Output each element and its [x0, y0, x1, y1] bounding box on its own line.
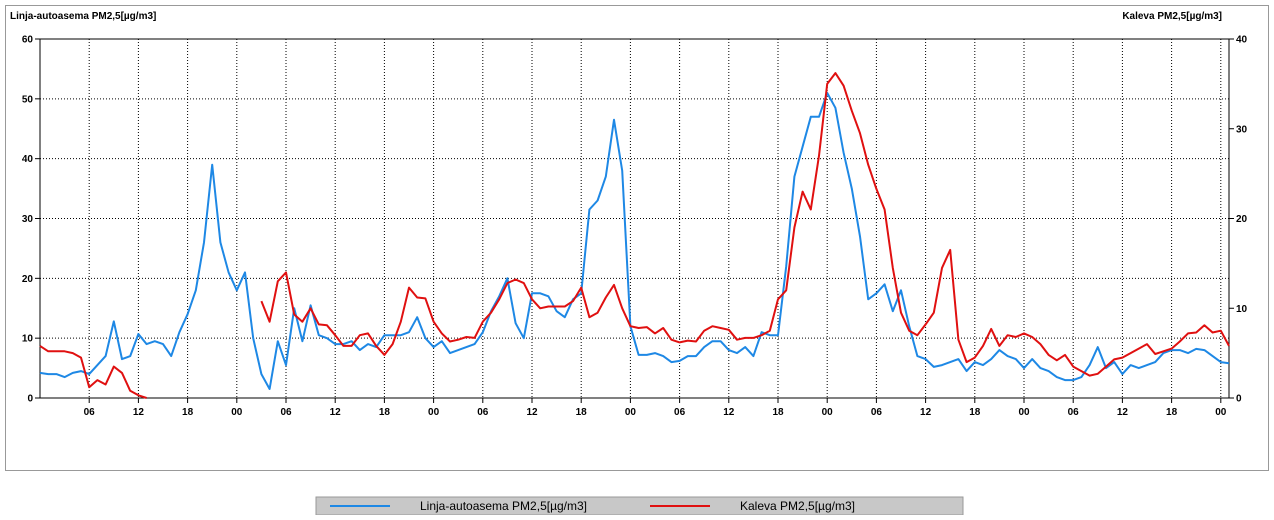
- x-tick-label: 18: [379, 407, 391, 418]
- x-tick-label: 00: [822, 407, 834, 418]
- x-tick-label: 00: [625, 407, 637, 418]
- y2-tick-label: 0: [1236, 394, 1242, 405]
- x-tick-label: 06: [84, 407, 96, 418]
- y-tick-label: 30: [22, 214, 34, 225]
- y2-tick-label: 30: [1236, 124, 1248, 135]
- x-tick-label: 06: [477, 407, 489, 418]
- x-tick-label: 06: [871, 407, 883, 418]
- y-tick-label: 20: [22, 274, 34, 285]
- x-tick-label: 18: [1166, 407, 1178, 418]
- y-tick-label: 60: [22, 35, 34, 46]
- x-tick-label: 18: [576, 407, 588, 418]
- y2-tick-label: 10: [1236, 304, 1248, 315]
- x-tick-label: 12: [526, 407, 538, 418]
- y2-axis-label: Kaleva PM2,5[µg/m3]: [1122, 11, 1222, 22]
- legend-label: Kaleva PM2,5[µg/m3]: [740, 499, 855, 513]
- x-tick-label: 00: [1018, 407, 1030, 418]
- x-tick-label: 00: [231, 407, 243, 418]
- x-tick-label: 00: [428, 407, 440, 418]
- x-tick-label: 12: [723, 407, 735, 418]
- y-tick-label: 50: [22, 94, 34, 105]
- series-line: [39, 345, 147, 399]
- x-tick-label: 18: [182, 407, 194, 418]
- x-tick-label: 12: [920, 407, 932, 418]
- series-line: [39, 91, 1230, 390]
- y-tick-label: 0: [27, 394, 33, 405]
- y2-tick-label: 20: [1236, 214, 1248, 225]
- series-line: [260, 72, 1230, 377]
- chart-frame: [5, 5, 1269, 471]
- x-tick-label: 12: [133, 407, 145, 418]
- x-tick-label: 12: [1117, 407, 1129, 418]
- x-tick-label: 06: [1068, 407, 1080, 418]
- plot-frame: [39, 38, 1230, 399]
- x-tick-label: 06: [280, 407, 292, 418]
- x-tick-label: 06: [674, 407, 686, 418]
- y-axis-label: Linja-autoasema PM2,5[µg/m3]: [10, 11, 156, 22]
- y-tick-label: 10: [22, 334, 34, 345]
- legend-label: Linja-autoasema PM2,5[µg/m3]: [420, 499, 587, 513]
- y2-tick-label: 40: [1236, 35, 1248, 46]
- legend-box: [315, 496, 964, 516]
- x-tick-label: 18: [772, 407, 784, 418]
- y-tick-label: 40: [22, 154, 34, 165]
- x-tick-label: 18: [969, 407, 981, 418]
- x-tick-label: 00: [1215, 407, 1227, 418]
- x-tick-label: 12: [330, 407, 342, 418]
